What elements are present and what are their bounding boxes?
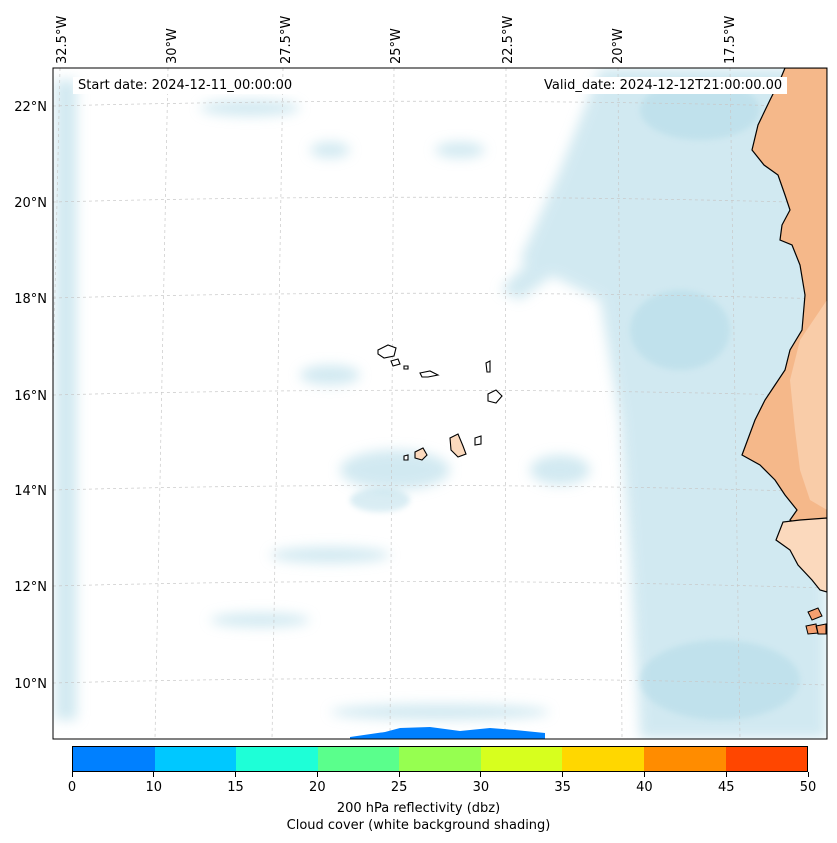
cloud-patch-central-2 bbox=[300, 365, 360, 385]
colorbar bbox=[72, 746, 808, 772]
cape-verde-islands bbox=[377, 344, 503, 461]
africa-mainland-inland-light bbox=[790, 300, 827, 510]
colorbar-segment bbox=[317, 747, 400, 771]
colorbar-tick bbox=[562, 772, 564, 777]
colorbar-title: 200 hPa reflectivity (dbz) bbox=[336, 801, 501, 816]
reflectivity-blob bbox=[350, 727, 545, 739]
colorbar-segment bbox=[562, 747, 644, 771]
cloud-band-diagonal bbox=[500, 90, 740, 300]
lat-label: 10°N bbox=[14, 677, 47, 692]
map-frame bbox=[52, 67, 828, 740]
colorbar-tick-label: 25 bbox=[390, 780, 408, 795]
lon-label: 22.5°W bbox=[501, 16, 516, 64]
cloud-patch-central bbox=[340, 450, 450, 490]
lon-label: 32.5°W bbox=[55, 16, 70, 64]
lat-label: 18°N bbox=[14, 292, 47, 307]
colorbar-tick-label: 30 bbox=[472, 780, 490, 795]
colorbar-tick bbox=[235, 772, 237, 777]
cloud-band-west bbox=[55, 80, 77, 720]
lon-label: 30°W bbox=[165, 28, 180, 64]
island-sao-nicolau bbox=[419, 370, 440, 378]
colorbar-tick-label: 20 bbox=[309, 780, 326, 795]
island-fogo bbox=[414, 447, 428, 461]
colorbar-tick bbox=[71, 772, 73, 777]
colorbar-segment bbox=[480, 747, 563, 771]
colorbar-tick bbox=[807, 772, 809, 777]
colorbar-segment bbox=[399, 747, 481, 771]
island-santo-antao bbox=[377, 344, 397, 359]
colorbar-tick-label: 10 bbox=[145, 780, 163, 795]
island-sao-vicente bbox=[390, 358, 401, 367]
cloud-patch-south bbox=[270, 547, 390, 563]
start-date-label: Start date: 2024-12-11_00:00:00 bbox=[73, 77, 298, 94]
colorbar-tick-label: 50 bbox=[799, 780, 817, 795]
lon-label: 27.5°W bbox=[279, 16, 294, 64]
cloud-detail-shading bbox=[350, 80, 800, 720]
colorbar-segment bbox=[154, 747, 237, 771]
colorbar-tick-label: 45 bbox=[717, 780, 735, 795]
lat-label: 14°N bbox=[14, 484, 47, 499]
cloud-patch-north-2 bbox=[435, 142, 485, 158]
longitude-labels: 32.5°W 30°W 27.5°W 25°W 22.5°W 20°W 17.5… bbox=[55, 16, 738, 64]
valid-date-label: Valid_date: 2024-12-12T21:00:00.00 bbox=[539, 77, 788, 94]
colorbar-tick-label: 40 bbox=[636, 780, 653, 795]
cloud-patch-north-3 bbox=[310, 142, 350, 158]
lon-label: 17.5°W bbox=[723, 16, 738, 64]
lon-label: 20°W bbox=[611, 28, 626, 64]
island-brava bbox=[403, 454, 409, 461]
colorbar-segment bbox=[73, 747, 155, 771]
africa-mainland-south bbox=[775, 517, 827, 593]
lon-label: 25°W bbox=[389, 28, 404, 64]
lat-label: 20°N bbox=[14, 196, 47, 211]
cloud-patch-southeast bbox=[530, 455, 590, 485]
cloud-patch-bottom bbox=[330, 704, 550, 720]
lat-label: 22°N bbox=[14, 100, 47, 115]
graticule bbox=[53, 68, 827, 739]
colorbar-tick bbox=[480, 772, 482, 777]
colorbar-tick bbox=[643, 772, 645, 777]
cloud-cover-shading bbox=[55, 68, 827, 739]
colorbar-segment bbox=[236, 747, 318, 771]
lat-label: 12°N bbox=[14, 580, 47, 595]
colorbar-tick-label: 0 bbox=[67, 780, 77, 795]
bissagos-islands bbox=[805, 607, 827, 635]
colorbar-tick bbox=[153, 772, 155, 777]
colorbar-tick bbox=[725, 772, 727, 777]
colorbar-subtitle: Cloud cover (white background shading) bbox=[286, 818, 551, 833]
island-boa-vista bbox=[487, 389, 503, 404]
island-maio bbox=[474, 435, 482, 446]
colorbar-tick bbox=[316, 772, 318, 777]
colorbar-tick-label: 15 bbox=[227, 780, 244, 795]
island-santa-luzia bbox=[403, 365, 409, 370]
cloud-patch-north bbox=[200, 100, 300, 116]
lat-label: 16°N bbox=[14, 389, 47, 404]
latitude-labels: 22°N 20°N 18°N 16°N 14°N 12°N 10°N bbox=[14, 100, 47, 692]
cloud-patch-south-2 bbox=[210, 613, 310, 627]
colorbar-segment bbox=[643, 747, 726, 771]
island-santiago bbox=[449, 433, 467, 458]
island-sal bbox=[485, 360, 491, 373]
colorbar-tick-label: 35 bbox=[554, 780, 571, 795]
colorbar-segment bbox=[725, 747, 808, 771]
colorbar-tick bbox=[398, 772, 400, 777]
